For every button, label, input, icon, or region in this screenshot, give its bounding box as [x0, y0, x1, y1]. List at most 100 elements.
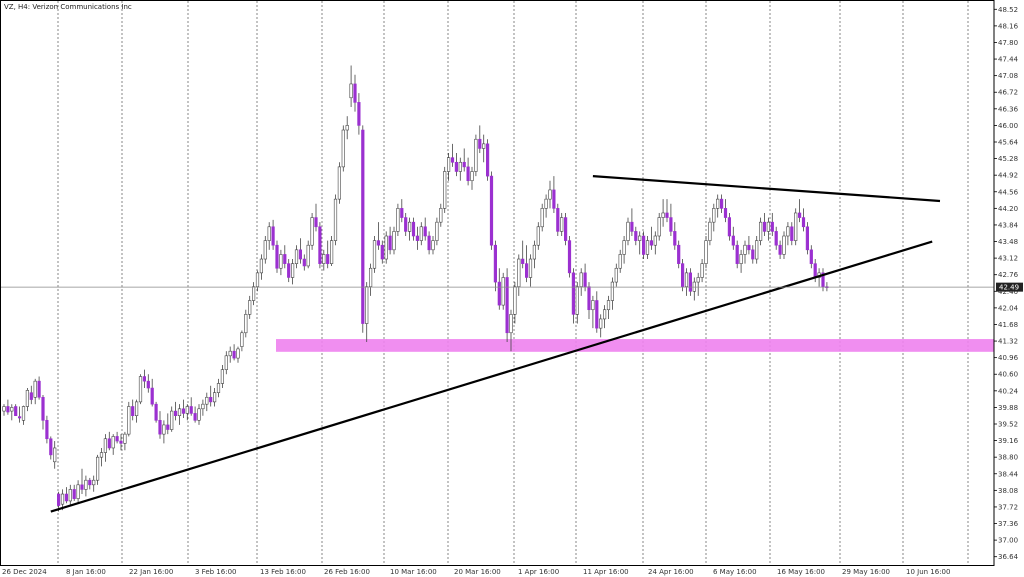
candle [349, 65, 353, 107]
candle-body [37, 380, 41, 398]
candle-body [762, 221, 767, 232]
candle-body [213, 392, 217, 403]
candle-body [801, 217, 806, 228]
candle [606, 295, 611, 319]
y-tick-label: 47.80 [998, 39, 1018, 47]
candle-body [232, 350, 236, 359]
candle [669, 203, 673, 236]
candle-body [326, 254, 330, 264]
candle [99, 447, 104, 467]
candle [411, 217, 416, 241]
candle [712, 203, 716, 232]
candle-body [236, 348, 240, 359]
candle-body [174, 410, 178, 417]
candle-body [177, 408, 182, 417]
x-tick-label: 10 Mar 16:00 [390, 568, 437, 576]
candle [692, 277, 696, 301]
candle-body [521, 258, 525, 264]
candle [540, 203, 544, 232]
candle-body [56, 493, 61, 506]
candle-body [786, 226, 790, 237]
candle [345, 116, 349, 140]
candle-body [427, 235, 431, 251]
y-tick-label: 39.52 [998, 421, 1018, 429]
y-tick-label: 46.72 [998, 89, 1018, 97]
candle-body [240, 332, 244, 347]
candle [794, 208, 798, 246]
candle [739, 249, 743, 273]
candle [575, 282, 579, 324]
candle-body [751, 249, 755, 260]
candle-body [626, 221, 630, 241]
candle [805, 222, 809, 255]
candle [201, 399, 205, 416]
candle [302, 254, 306, 271]
candle [294, 245, 299, 269]
candle [532, 240, 536, 269]
candle [758, 217, 763, 246]
candle [548, 180, 552, 209]
candle-body [252, 286, 256, 301]
candle [372, 236, 377, 273]
candle [306, 240, 310, 269]
candle [45, 415, 49, 444]
candle [528, 254, 533, 287]
candle [88, 477, 92, 490]
candle-body [571, 272, 575, 315]
y-tick-label: 37.72 [998, 503, 1018, 511]
candle [103, 434, 107, 462]
candle [21, 405, 26, 425]
candle [716, 194, 720, 218]
candle [466, 157, 470, 186]
candle [770, 212, 774, 236]
candle-body [244, 314, 248, 334]
candle [407, 217, 412, 241]
candle-body [298, 249, 303, 260]
x-tick-label: 8 Jan 16:00 [66, 568, 106, 576]
candle-body [337, 166, 342, 200]
candle [552, 176, 556, 213]
candle-body [755, 240, 759, 260]
candle [630, 208, 634, 236]
candle-body [813, 263, 817, 278]
y-tick-label: 43.84 [998, 221, 1019, 229]
candle [14, 404, 18, 417]
candle-body [548, 189, 552, 200]
candle [252, 282, 256, 306]
candle-body [805, 226, 809, 251]
candle-body [423, 226, 427, 237]
x-tick-label: 24 Apr 16:00 [648, 568, 694, 576]
candle [166, 413, 170, 435]
candle-body [84, 479, 88, 490]
candle-body [677, 244, 681, 264]
candle [154, 401, 158, 423]
candle-body [49, 438, 53, 456]
candle [37, 376, 41, 400]
candle-body [107, 438, 111, 449]
candle [365, 282, 369, 342]
candle [587, 282, 591, 319]
candle-body [419, 226, 423, 241]
candle [115, 431, 119, 444]
candle-body [630, 221, 634, 232]
candle [60, 489, 65, 511]
candle-body [25, 390, 30, 407]
candle [25, 388, 30, 412]
candle [419, 222, 423, 246]
candle [107, 431, 111, 451]
time-axis: 26 Dec 2024 8 Jan 16:00 22 Jan 16:00 3 Feb … [2, 568, 950, 576]
candle [602, 305, 607, 329]
candle-body [657, 217, 661, 237]
candle [177, 404, 182, 425]
candle-body [606, 300, 611, 311]
y-tick-label: 40.60 [998, 371, 1018, 379]
candle [174, 401, 178, 421]
candle [684, 268, 689, 296]
candle-body [774, 231, 778, 246]
candle [766, 217, 770, 241]
candle [801, 208, 806, 232]
candles-group [2, 65, 829, 512]
candle [392, 226, 396, 255]
candle-body [470, 171, 474, 182]
candle-body [361, 129, 365, 324]
